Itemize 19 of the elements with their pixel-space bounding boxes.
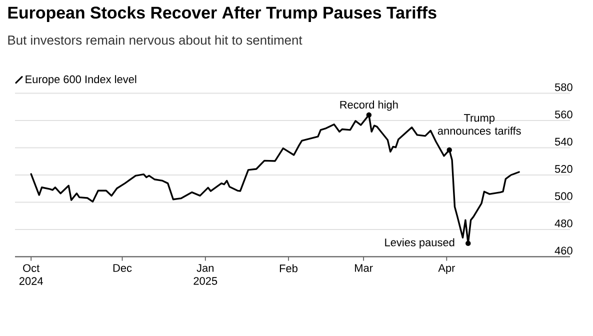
y-tick-label: 540 [554,138,572,146]
annotation: Levies paused [385,238,454,248]
y-tick-label: 500 [554,192,572,200]
x-tick-label: Oct 2024 [19,264,43,285]
y-tick-label: 480 [554,220,572,228]
x-tick-label: Apr [438,264,456,274]
chart-title: European Stocks Recover After Trump Pauses Tariffs [8,6,436,22]
x-tick-label: Jan 2025 [194,264,218,285]
x-tick-label: Feb [280,264,298,272]
y-tick-label: 520 [554,165,572,173]
y-tick-label: 580 [554,83,572,92]
chart-subtitle: But investors remain nervous about hit to sentiment [8,35,302,45]
legend-label: Europe 600 Index level [26,75,136,86]
x-tick-label: Mar [355,264,373,272]
y-tick-label: 560 [554,110,572,118]
y-tick-label: 460 [554,246,572,255]
x-tick-label: Dec [113,264,132,272]
annotation: Record high [340,100,398,111]
annotation: Trump announces tariffs [438,114,521,135]
